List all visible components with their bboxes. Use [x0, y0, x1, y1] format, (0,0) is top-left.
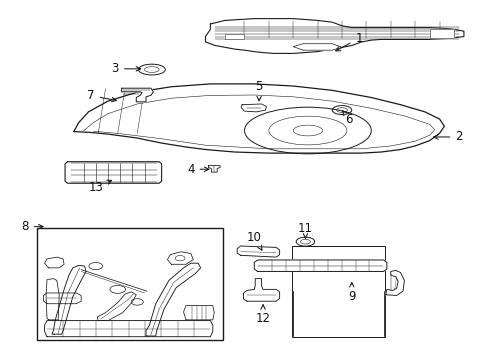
Text: 3: 3	[111, 62, 141, 75]
Polygon shape	[205, 19, 463, 53]
Polygon shape	[167, 252, 193, 264]
Bar	[37, 228, 222, 339]
Polygon shape	[208, 166, 220, 172]
Polygon shape	[52, 265, 86, 334]
Polygon shape	[74, 84, 444, 153]
Polygon shape	[385, 270, 404, 296]
Polygon shape	[183, 306, 214, 320]
Polygon shape	[44, 257, 64, 268]
Text: 11: 11	[297, 222, 312, 238]
Polygon shape	[146, 263, 200, 336]
Polygon shape	[97, 292, 136, 320]
Polygon shape	[429, 30, 453, 39]
Polygon shape	[46, 279, 59, 320]
Text: 5: 5	[255, 80, 262, 101]
Polygon shape	[122, 88, 153, 102]
Polygon shape	[241, 104, 266, 112]
Text: 8: 8	[21, 220, 43, 233]
Text: 9: 9	[347, 283, 355, 303]
Text: 2: 2	[433, 130, 462, 144]
Text: 1: 1	[335, 32, 362, 51]
Text: 7: 7	[87, 89, 116, 102]
Polygon shape	[243, 279, 279, 301]
Polygon shape	[43, 293, 81, 304]
Text: 4: 4	[187, 163, 208, 176]
Text: 6: 6	[342, 111, 352, 126]
Text: 12: 12	[255, 305, 270, 325]
Polygon shape	[254, 260, 386, 271]
Polygon shape	[65, 162, 161, 183]
Text: 10: 10	[246, 231, 262, 250]
Polygon shape	[224, 34, 244, 39]
Text: 13: 13	[88, 180, 111, 194]
Bar	[292, 246, 384, 337]
Polygon shape	[293, 44, 341, 50]
Polygon shape	[237, 246, 279, 257]
Polygon shape	[44, 320, 212, 337]
